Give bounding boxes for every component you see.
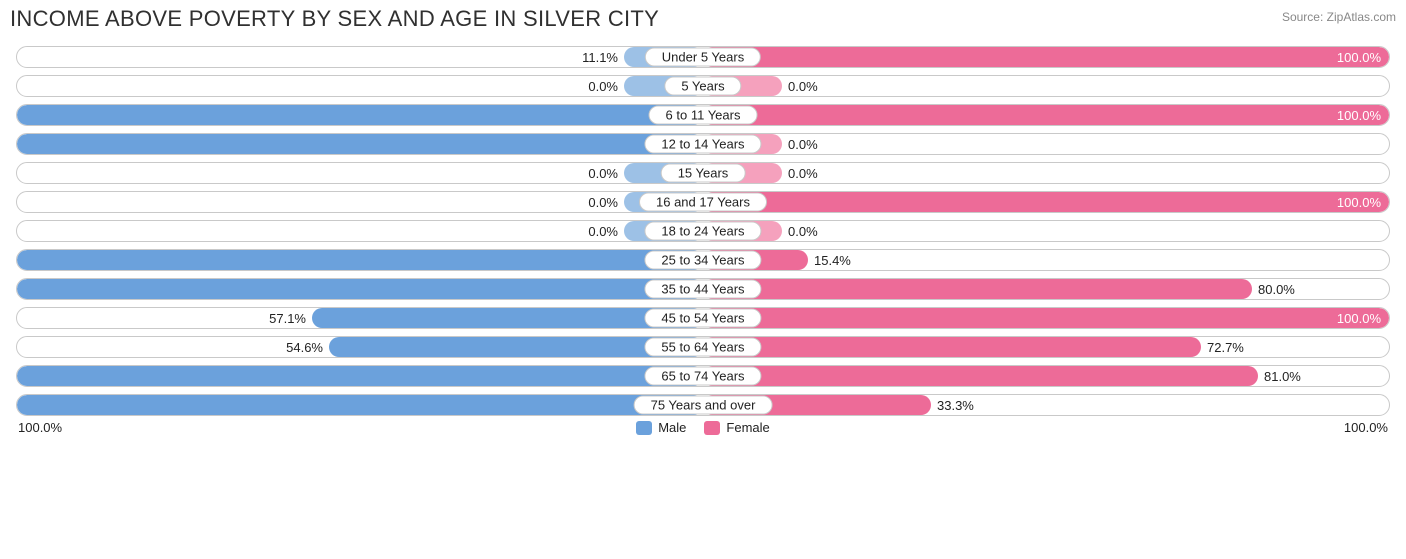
category-label: 16 and 17 Years: [639, 193, 767, 212]
male-bar: 100.0%: [17, 105, 704, 125]
male-value-label: 0.0%: [588, 79, 624, 94]
female-bar: 100.0%: [702, 47, 1389, 67]
chart-legend: Male Female: [636, 420, 770, 435]
axis-left-label: 100.0%: [18, 420, 62, 435]
female-value-label: 100.0%: [1331, 311, 1381, 326]
female-bar: 100.0%: [702, 105, 1389, 125]
category-label: 75 Years and over: [634, 396, 773, 415]
category-label: 65 to 74 Years: [644, 367, 761, 386]
female-value-label: 15.4%: [808, 253, 851, 268]
chart-row: 0.0% 0.0% 15 Years: [16, 162, 1390, 184]
category-label: 15 Years: [661, 164, 746, 183]
category-label: 12 to 14 Years: [644, 135, 761, 154]
chart-row: 100.0% 15.4% 25 to 34 Years: [16, 249, 1390, 271]
category-label: 6 to 11 Years: [649, 106, 758, 125]
female-value-label: 81.0%: [1258, 369, 1301, 384]
legend-swatch: [636, 421, 652, 435]
chart-axis: 100.0% Male Female 100.0%: [10, 416, 1396, 435]
chart-title: INCOME ABOVE POVERTY BY SEX AND AGE IN S…: [10, 6, 659, 32]
chart-row: 100.0%100.0%6 to 11 Years: [16, 104, 1390, 126]
male-bar: 100.0%: [17, 134, 704, 154]
category-label: 55 to 64 Years: [644, 338, 761, 357]
chart-rows: 11.1% 100.0% Under 5 Years 0.0% 0.0% 5 Years 1…: [10, 46, 1396, 416]
category-label: 18 to 24 Years: [644, 222, 761, 241]
male-value-label: 57.1%: [269, 311, 312, 326]
female-bar: 100.0%: [702, 192, 1389, 212]
female-value-label: 0.0%: [782, 166, 818, 181]
female-value-label: 0.0%: [782, 79, 818, 94]
chart-row: 0.0% 0.0% 18 to 24 Years: [16, 220, 1390, 242]
male-value-label: 0.0%: [588, 166, 624, 181]
chart-row: 100.0%81.0%65 to 74 Years: [16, 365, 1390, 387]
legend-item: Female: [704, 420, 769, 435]
category-label: 35 to 44 Years: [644, 280, 761, 299]
legend-swatch: [704, 421, 720, 435]
male-value-label: 54.6%: [286, 340, 329, 355]
chart-row: 100.0% 0.0% 12 to 14 Years: [16, 133, 1390, 155]
chart-row: 11.1% 100.0% Under 5 Years: [16, 46, 1390, 68]
chart-row: 57.1% 100.0% 45 to 54 Years: [16, 307, 1390, 329]
male-bar: 100.0%: [17, 279, 704, 299]
male-bar: 100.0%: [17, 395, 704, 415]
male-bar: 100.0%: [17, 366, 704, 386]
male-value-label: 0.0%: [588, 224, 624, 239]
female-bar: 100.0%: [702, 308, 1389, 328]
legend-item: Male: [636, 420, 686, 435]
legend-label: Male: [658, 420, 686, 435]
male-value-label: 11.1%: [582, 50, 624, 65]
chart-row: 54.6%72.7%55 to 64 Years: [16, 336, 1390, 358]
male-bar: 100.0%: [17, 250, 704, 270]
female-bar: 80.0%: [702, 279, 1252, 299]
female-bar: 81.0%: [702, 366, 1258, 386]
female-value-label: 33.3%: [931, 398, 974, 413]
male-value-label: 0.0%: [588, 195, 624, 210]
chart-source: Source: ZipAtlas.com: [1282, 6, 1396, 24]
female-value-label: 72.7%: [1201, 340, 1244, 355]
female-bar: 72.7%: [702, 337, 1201, 357]
female-value-label: 0.0%: [782, 224, 818, 239]
category-label: 25 to 34 Years: [644, 251, 761, 270]
chart-header: INCOME ABOVE POVERTY BY SEX AND AGE IN S…: [10, 6, 1396, 32]
chart-row: 100.0%80.0%35 to 44 Years: [16, 278, 1390, 300]
female-value-label: 0.0%: [782, 137, 818, 152]
female-value-label: 80.0%: [1252, 282, 1295, 297]
chart-row: 100.0% 33.3% 75 Years and over: [16, 394, 1390, 416]
chart-row: 0.0% 0.0% 5 Years: [16, 75, 1390, 97]
female-value-label: 100.0%: [1331, 50, 1381, 65]
category-label: 5 Years: [664, 77, 741, 96]
female-value-label: 100.0%: [1331, 195, 1381, 210]
diverging-bar-chart: INCOME ABOVE POVERTY BY SEX AND AGE IN S…: [0, 0, 1406, 445]
category-label: 45 to 54 Years: [644, 309, 761, 328]
chart-row: 0.0% 100.0% 16 and 17 Years: [16, 191, 1390, 213]
legend-label: Female: [726, 420, 769, 435]
female-value-label: 100.0%: [1331, 108, 1381, 123]
category-label: Under 5 Years: [645, 48, 761, 67]
axis-right-label: 100.0%: [1344, 420, 1388, 435]
